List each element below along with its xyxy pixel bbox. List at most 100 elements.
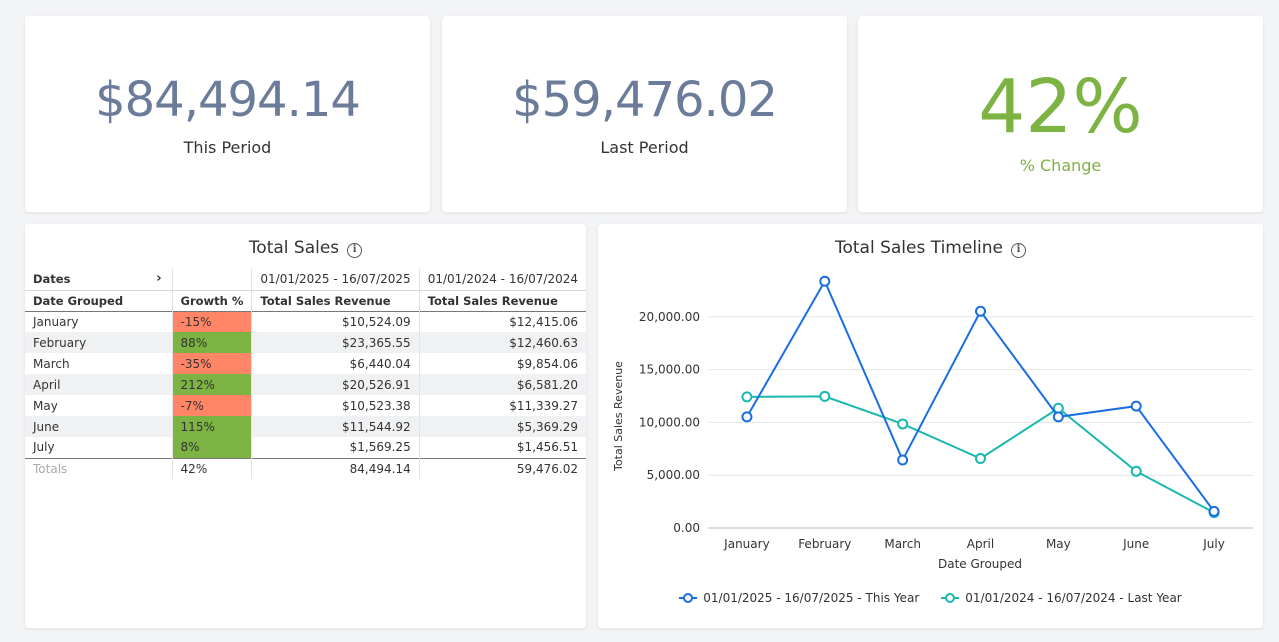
x-tick-label: March [884, 537, 921, 551]
table-row: May -7% $10,523.38 $11,339.27 [25, 395, 586, 416]
data-point[interactable] [975, 305, 986, 317]
legend-label: 01/01/2024 - 16/07/2024 - Last Year [965, 591, 1182, 605]
this-revenue-cell: $6,440.04 [251, 353, 420, 374]
kpi-label: % Change [1019, 156, 1102, 175]
data-point[interactable] [897, 418, 909, 430]
kpi-value: $84,494.14 [95, 72, 361, 128]
column-header[interactable]: Total Sales Revenue [251, 290, 420, 311]
table-header-row-dates: Dates › 01/01/2025 - 16/07/2025 01/01/20… [25, 269, 586, 291]
card-title: Total Sales i [25, 238, 586, 258]
line-chart: 0.00 5,000.00 10,000.00 15,000.00 20,000.00 J… [612, 275, 1253, 571]
legend-marker [679, 593, 698, 603]
total-sales-card: Total Sales i Dates › 01/01/2025 - 16/07/… [25, 224, 586, 628]
table-row: July 8% $1,569.25 $1,456.51 [25, 437, 586, 458]
data-point[interactable] [975, 453, 986, 465]
card-title-text: Total Sales [248, 238, 340, 258]
dates-label: Dates [33, 272, 71, 287]
last-revenue-cell: $6,581.20 [418, 374, 586, 395]
data-point[interactable] [1052, 411, 1064, 423]
totals-last: 59,476.02 [418, 458, 586, 479]
column-header[interactable]: Date Grouped [33, 293, 124, 308]
growth-cell: 8% [171, 437, 252, 458]
y-tick-label: 0.00 [673, 521, 700, 535]
totals-growth: 42% [171, 458, 252, 479]
data-point[interactable] [1130, 465, 1142, 477]
kpi-card-last-period: $59,476.02 Last Period [442, 16, 847, 212]
column-header[interactable]: Total Sales Revenue [418, 290, 586, 311]
last-revenue-cell: $5,369.29 [418, 416, 586, 437]
data-point[interactable] [819, 275, 831, 287]
month-cell: May [33, 398, 58, 413]
this-revenue-cell: $10,523.38 [251, 395, 420, 416]
x-tick-label: January [723, 537, 770, 551]
table-header-row-columns: Date Grouped Growth % Total Sales Revenu… [25, 290, 586, 311]
x-axis-label: Date Grouped [938, 557, 1022, 571]
kpi-card-percent-change: 42% % Change [858, 16, 1263, 212]
y-tick-label: 5,000.00 [647, 468, 700, 482]
kpi-value: $59,476.02 [512, 72, 778, 128]
dates-header[interactable]: Dates › [25, 269, 173, 291]
month-cell: March [33, 356, 70, 371]
timeline-chart-card: Total Sales Timeline i 0.00 5,000.00 10,000… [598, 224, 1263, 628]
x-tick-label: June [1122, 537, 1149, 551]
legend-marker [941, 593, 960, 603]
sales-table: Dates › 01/01/2025 - 16/07/2025 01/01/20… [25, 269, 586, 479]
last-revenue-cell: $9,854.06 [418, 353, 586, 374]
data-point[interactable] [1208, 505, 1220, 517]
y-axis-label: Total Sales Revenue [612, 361, 625, 472]
table-row: February 88% $23,365.55 $12,460.63 [25, 332, 586, 353]
growth-cell: -35% [171, 353, 252, 374]
this-revenue-cell: $1,569.25 [251, 437, 420, 458]
period-this-header: 01/01/2025 - 16/07/2025 [251, 269, 420, 291]
growth-cell: -7% [171, 395, 252, 416]
kpi-card-this-period: $84,494.14 This Period [25, 16, 430, 212]
table-row: January -15% $10,524.09 $12,415.06 [25, 311, 586, 332]
period-last-header: 01/01/2024 - 16/07/2024 [418, 269, 586, 291]
this-revenue-cell: $23,365.55 [251, 332, 420, 353]
data-point[interactable] [741, 411, 753, 423]
legend-item-this-year[interactable]: 01/01/2025 - 16/07/2025 - This Year [679, 591, 919, 605]
kpi-label: This Period [183, 138, 272, 157]
legend-label: 01/01/2025 - 16/07/2025 - This Year [703, 591, 920, 605]
y-tick-label: 15,000.00 [639, 363, 700, 377]
kpi-label: Last Period [600, 138, 689, 157]
last-revenue-cell: $1,456.51 [418, 437, 586, 458]
x-tick-label: April [967, 537, 994, 551]
table-row: April 212% $20,526.91 $6,581.20 [25, 374, 586, 395]
y-tick-label: 20,000.00 [639, 310, 700, 324]
last-revenue-cell: $12,460.63 [418, 332, 586, 353]
this-revenue-cell: $20,526.91 [251, 374, 420, 395]
empty-header [171, 269, 252, 291]
chart-legend: 01/01/2025 - 16/07/2025 - This Year 01/0… [598, 591, 1263, 605]
card-title-text: Total Sales Timeline [834, 238, 1004, 258]
column-header[interactable]: Growth % [171, 290, 252, 311]
info-icon[interactable]: i [1011, 243, 1027, 258]
month-cell: February [33, 335, 87, 350]
legend-item-last-year[interactable]: 01/01/2024 - 16/07/2024 - Last Year [941, 591, 1182, 605]
info-icon[interactable]: i [347, 243, 363, 258]
last-revenue-cell: $11,339.27 [418, 395, 586, 416]
month-cell: January [33, 314, 79, 329]
chevron-right-icon[interactable]: › [156, 271, 162, 286]
x-tick-label: May [1046, 537, 1071, 551]
y-tick-label: 10,000.00 [639, 415, 700, 429]
table-row: March -35% $6,440.04 $9,854.06 [25, 353, 586, 374]
kpi-value: 42% [978, 64, 1143, 150]
totals-label: Totals [33, 461, 68, 476]
growth-cell: -15% [171, 311, 252, 332]
month-cell: July [33, 440, 55, 455]
table-row: June 115% $11,544.92 $5,369.29 [25, 416, 586, 437]
data-point[interactable] [741, 391, 753, 403]
month-cell: June [33, 419, 60, 434]
growth-cell: 212% [171, 374, 252, 395]
data-point[interactable] [819, 390, 831, 402]
x-tick-label: February [798, 537, 851, 551]
last-revenue-cell: $12,415.06 [418, 311, 586, 332]
growth-cell: 115% [171, 416, 252, 437]
this-revenue-cell: $10,524.09 [251, 311, 420, 332]
x-tick-label: July [1202, 537, 1225, 551]
month-cell: April [33, 377, 61, 392]
card-title: Total Sales Timeline i [598, 238, 1263, 258]
data-point[interactable] [1130, 400, 1142, 412]
data-point[interactable] [897, 454, 909, 466]
